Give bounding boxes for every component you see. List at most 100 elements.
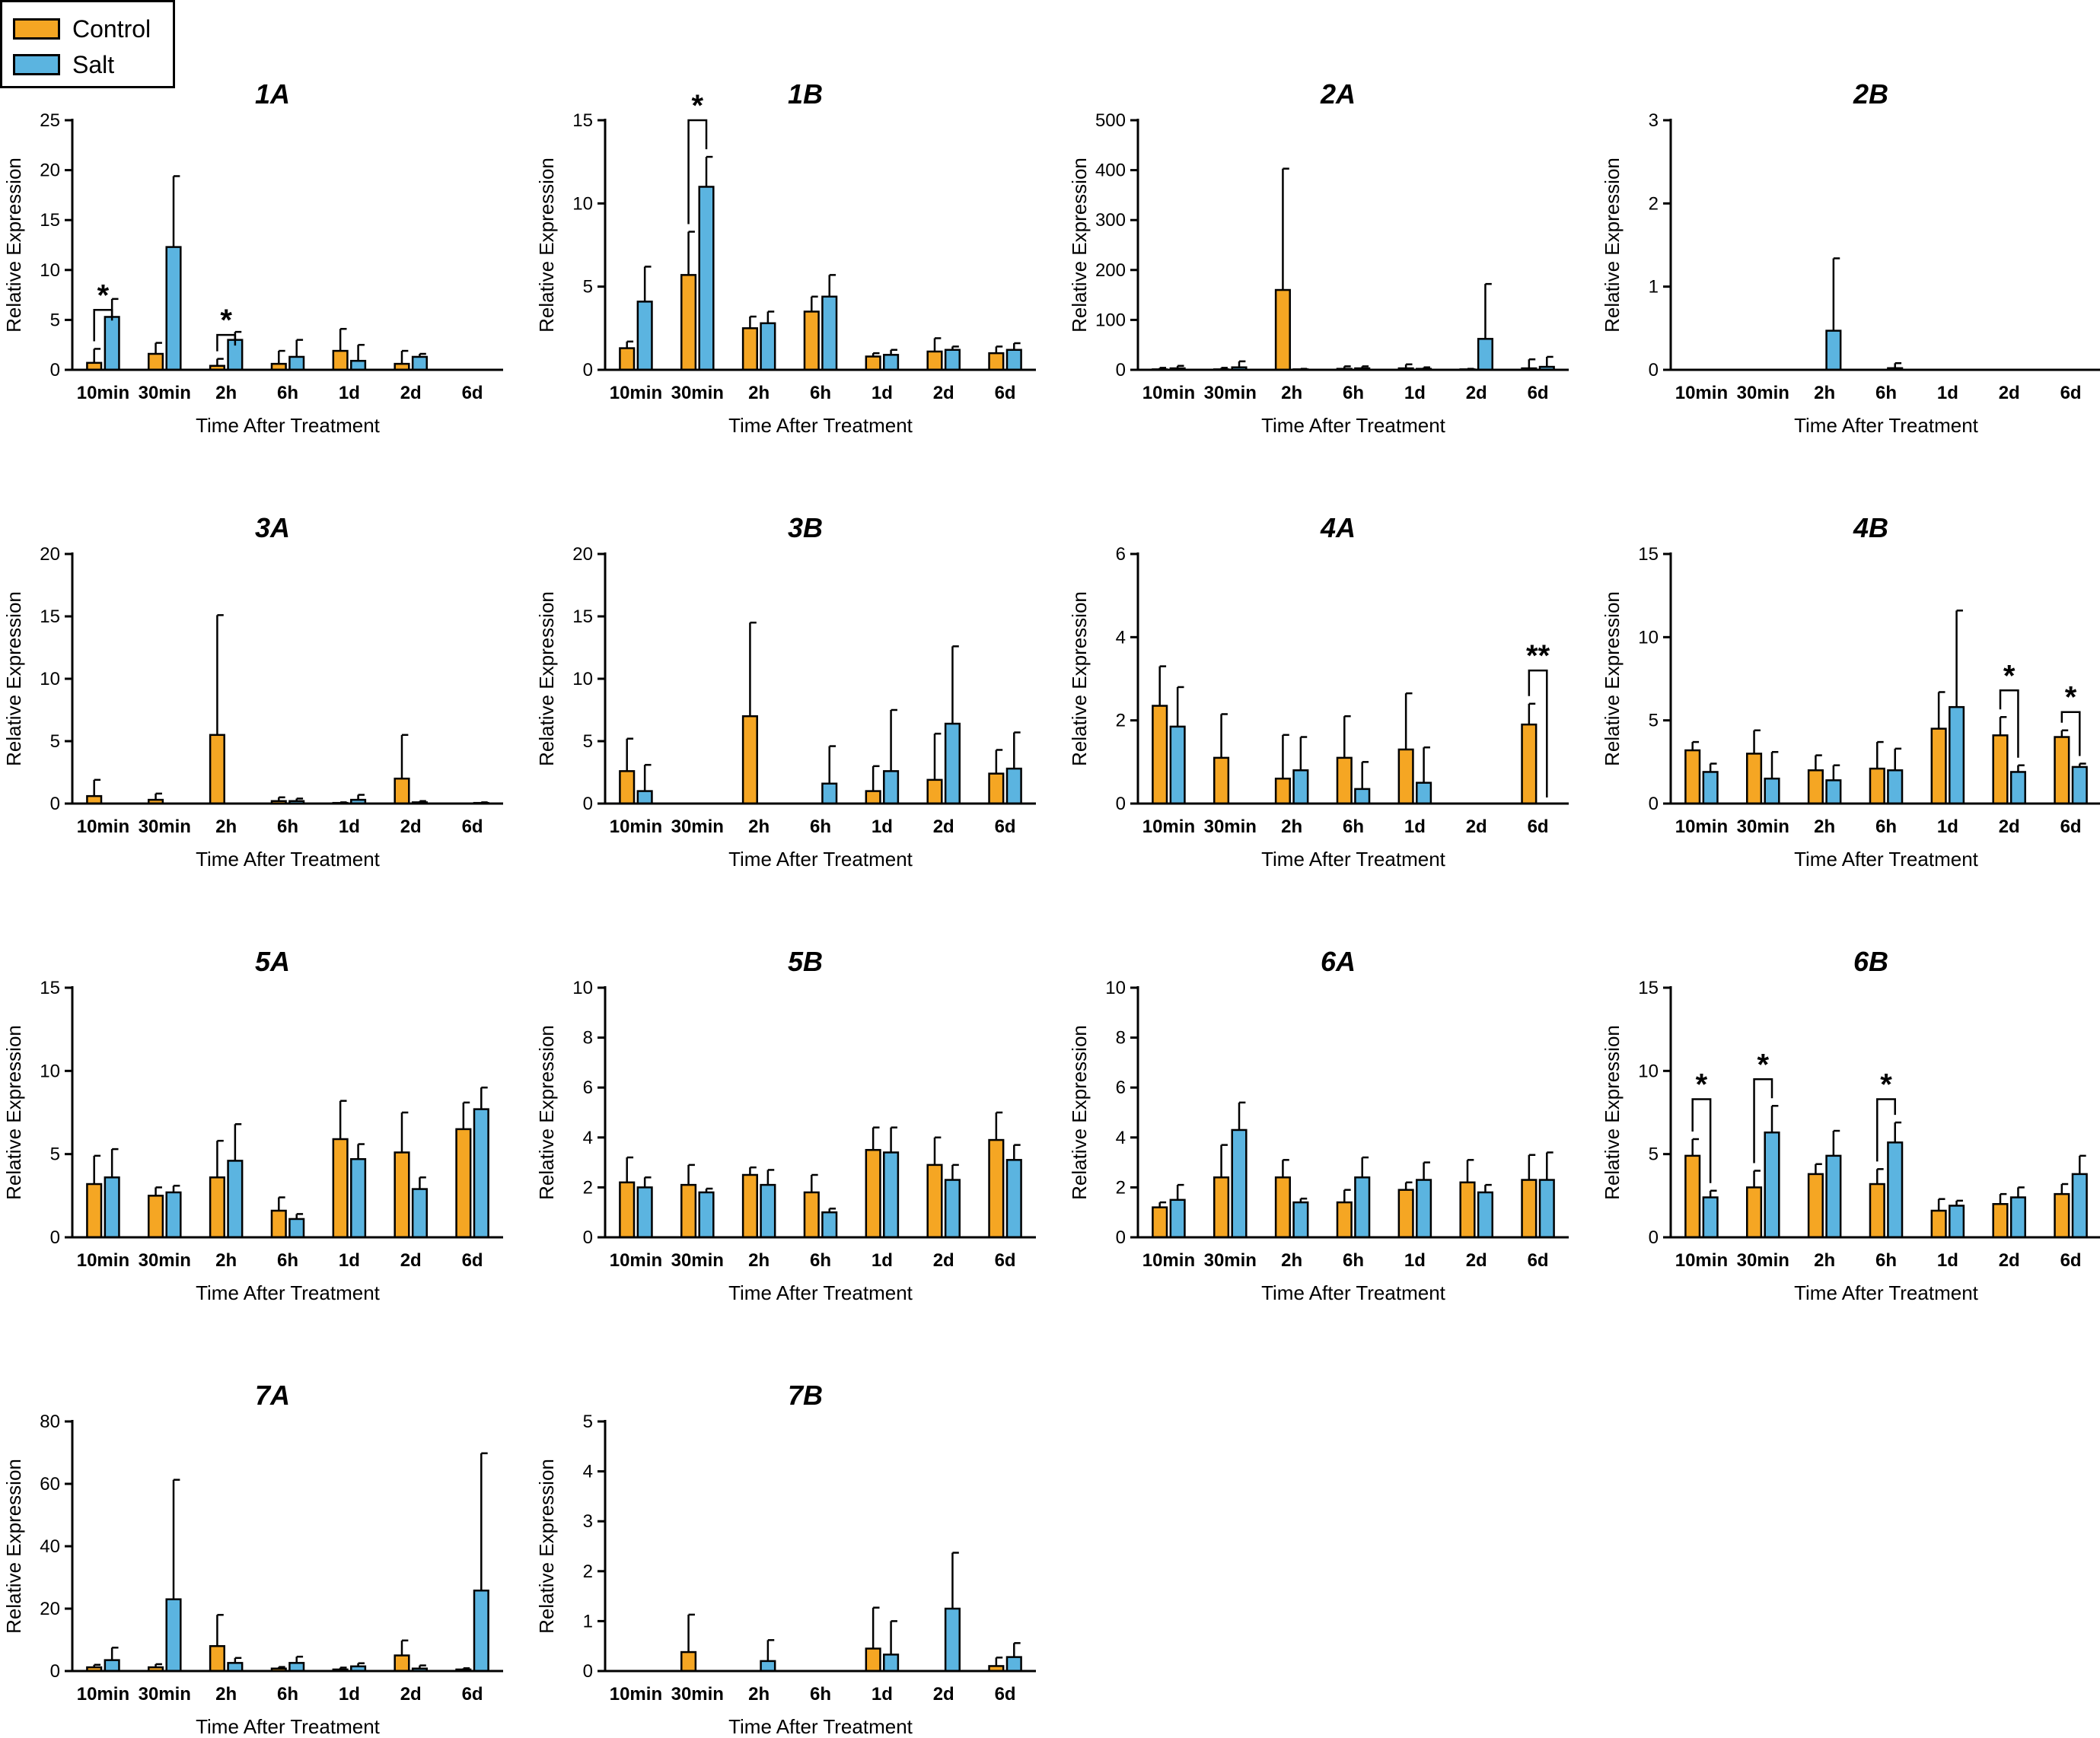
bar-salt — [104, 316, 120, 371]
y-tick-label: 0 — [1116, 1227, 1126, 1248]
x-tick-label: 10min — [1675, 383, 1728, 403]
bar-salt — [760, 1660, 776, 1673]
bar-control — [1684, 749, 1701, 805]
x-tick-label: 2d — [1999, 816, 2020, 837]
x-tick-label: 30min — [1737, 1250, 1789, 1271]
x-tick-label: 10min — [77, 1250, 129, 1271]
chart-title: 5B — [788, 946, 823, 977]
x-tick-label: 10min — [610, 383, 662, 403]
bar-control — [1807, 1173, 1824, 1239]
bar-control — [1336, 1201, 1353, 1239]
x-tick-label: 6d — [462, 1250, 483, 1271]
x-tick-label: 6d — [462, 383, 483, 403]
y-tick-label: 10 — [40, 669, 60, 689]
bar-salt — [1949, 705, 1965, 805]
x-tick-label: 6d — [2060, 1250, 2082, 1271]
chart-1b: 1B Relative Expression Time After Treatmen… — [535, 78, 1036, 437]
y-tick-label: 3 — [1649, 110, 1659, 131]
bar-control — [455, 1128, 472, 1239]
y-tick-label: 10 — [1638, 1061, 1659, 1081]
bar-control — [1930, 1209, 1947, 1239]
bar-control — [148, 1195, 164, 1239]
bar-control — [1397, 748, 1414, 805]
bar-salt — [1354, 1176, 1371, 1239]
bar-control — [926, 778, 943, 805]
x-tick-label: 2h — [215, 1250, 237, 1271]
bar-salt — [1169, 725, 1186, 805]
x-tick-label: 1d — [1404, 1250, 1426, 1271]
bar-salt — [636, 1186, 653, 1239]
y-tick-label: 4 — [1116, 1128, 1126, 1148]
y-tick-label: 8 — [583, 1028, 593, 1049]
bar-salt — [1477, 338, 1493, 371]
x-tick-label: 2d — [933, 1684, 954, 1705]
y-tick-label: 0 — [1116, 794, 1126, 814]
x-tick-label: 30min — [671, 383, 724, 403]
bar-salt — [2009, 1196, 2026, 1239]
bar-salt — [1005, 1656, 1022, 1673]
bar-salt — [1292, 1201, 1309, 1239]
y-tick-label: 0 — [50, 360, 60, 380]
bar-salt — [288, 1218, 305, 1239]
y-tick-label: 15 — [40, 606, 60, 627]
y-tick-label: 0 — [50, 1227, 60, 1248]
x-tick-label: 30min — [1204, 816, 1257, 837]
bar-control — [680, 1650, 697, 1673]
legend: Control Salt — [0, 0, 175, 88]
significance-bracket — [93, 309, 113, 342]
y-tick-label: 2 — [1116, 711, 1126, 731]
x-tick-label: 1d — [1937, 816, 1958, 837]
bar-salt — [760, 1183, 776, 1239]
bar-salt — [104, 1659, 120, 1673]
bar-control — [394, 777, 410, 805]
y-tick-label: 40 — [40, 1536, 60, 1557]
y-tick-label: 10 — [572, 669, 593, 689]
x-axis-label: Time After Treatment — [196, 414, 381, 437]
chart-title: 5A — [255, 946, 290, 977]
x-tick-label: 30min — [1737, 816, 1789, 837]
chart-title: 4B — [1853, 512, 1888, 543]
bar-salt — [1825, 779, 1842, 805]
bar-control — [865, 1647, 881, 1673]
x-tick-label: 30min — [1204, 383, 1257, 403]
y-tick-label: 15 — [1638, 544, 1659, 565]
y-axis-label: Relative Expression — [1601, 158, 1624, 333]
bar-control — [741, 1173, 758, 1239]
bar-salt — [821, 1211, 838, 1239]
bar-control — [1397, 1189, 1414, 1239]
bar-control — [988, 772, 1005, 805]
bar-control — [1992, 1203, 2009, 1239]
y-tick-label: 0 — [1649, 360, 1659, 380]
x-tick-label: 10min — [610, 1684, 662, 1705]
x-tick-label: 1d — [1404, 383, 1426, 403]
chart-title: 4A — [1320, 512, 1356, 543]
bar-salt — [1825, 329, 1842, 371]
bar-salt — [2009, 771, 2026, 805]
x-tick-label: 1d — [1937, 1250, 1958, 1271]
chart-title: 1A — [255, 78, 290, 110]
y-tick-label: 10 — [1105, 978, 1126, 998]
bar-salt — [165, 1598, 182, 1673]
y-tick-label: 0 — [583, 794, 593, 814]
bar-salt — [227, 1662, 244, 1673]
significance-marker: ** — [1526, 639, 1550, 673]
bar-control — [1746, 1186, 1763, 1239]
y-axis-label: Relative Expression — [1601, 1025, 1624, 1200]
bar-control — [619, 347, 636, 371]
bar-control — [988, 1138, 1005, 1239]
bar-salt — [1887, 1141, 1904, 1239]
y-axis-label: Relative Expression — [2, 1025, 25, 1200]
y-tick-label: 15 — [1638, 978, 1659, 998]
y-tick-label: 4 — [583, 1128, 593, 1148]
bar-salt — [1005, 767, 1022, 805]
significance-bracket — [216, 333, 237, 352]
x-tick-label: 10min — [1675, 1250, 1728, 1271]
bar-salt — [698, 1191, 715, 1239]
x-tick-label: 2h — [748, 383, 770, 403]
bar-salt — [1292, 769, 1309, 805]
y-tick-label: 6 — [1116, 544, 1126, 565]
y-tick-label: 2 — [583, 1561, 593, 1582]
bar-salt — [104, 1176, 120, 1239]
y-tick-label: 5 — [50, 731, 60, 752]
bar-control — [865, 355, 881, 371]
